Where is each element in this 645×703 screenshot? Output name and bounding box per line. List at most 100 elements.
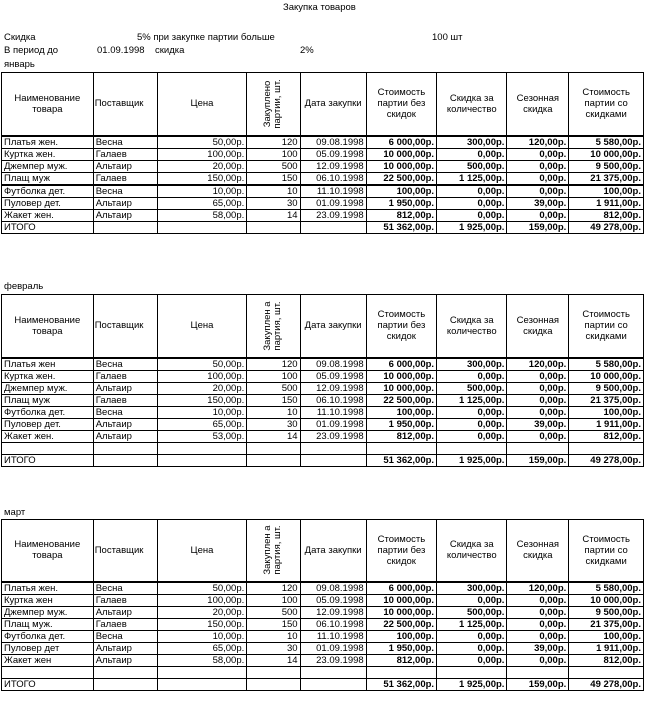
total-empty-cell bbox=[156, 220, 248, 234]
cell-total: 21 375,00р. bbox=[568, 393, 644, 407]
cell-name: Жакет жен. bbox=[1, 208, 94, 222]
header-price: Цена bbox=[156, 72, 248, 137]
cell-date: 23.09.1998 bbox=[299, 653, 367, 667]
cell-name: Пуловер дет. bbox=[1, 196, 94, 210]
cell-qty: 14 bbox=[246, 208, 301, 222]
cell-date: 01.09.1998 bbox=[299, 417, 367, 431]
cell-qd: 0,00р. bbox=[436, 196, 508, 210]
cell-supplier: Весна bbox=[92, 629, 158, 643]
cell-total: 9 500,00р. bbox=[568, 381, 644, 395]
cell-price: 20,00р. bbox=[156, 605, 248, 619]
cell-sd: 0,00р. bbox=[506, 629, 570, 643]
table-row: Джемпер муж. Альтаир 20,00р. 500 12.09.1998 1… bbox=[1, 605, 644, 619]
cell-total: 812,00р. bbox=[568, 429, 644, 443]
header-cost: Стоимость партии без скидок bbox=[365, 72, 438, 137]
cell-cost: 6 000,00р. bbox=[365, 581, 438, 595]
cell-date: 06.10.1998 bbox=[299, 393, 367, 407]
header-date: Дата закупки bbox=[299, 72, 367, 137]
cell-name: Пуловер дет bbox=[1, 641, 94, 655]
cell-total: 812,00р. bbox=[568, 653, 644, 667]
total-total: 49 278,00р. bbox=[568, 677, 644, 691]
total-cost: 51 362,00р. bbox=[365, 220, 438, 234]
cell-sd: 0,00р. bbox=[506, 605, 570, 619]
cell-name: Футболка дет. bbox=[1, 184, 94, 198]
header-name: Наименование товара bbox=[1, 294, 94, 359]
total-empty-cell bbox=[299, 677, 367, 691]
purchase-table-1: Наименование товара Поставщик Цена Закуплен… bbox=[1, 294, 644, 467]
cell-total: 1 911,00р. bbox=[568, 196, 644, 210]
cell-qty: 30 bbox=[246, 196, 301, 210]
table-row: Пуловер дет. Альтаир 65,00р. 30 01.09.1998 1 … bbox=[1, 196, 644, 210]
header-qty-discount: Скидка за количество bbox=[436, 294, 508, 359]
cell-date: 05.09.1998 bbox=[299, 369, 367, 383]
cell-date: 12.09.1998 bbox=[299, 381, 367, 395]
cell-total: 5 580,00р. bbox=[568, 357, 644, 371]
month-label-1: февраль bbox=[4, 281, 44, 292]
cell-cost: 6 000,00р. bbox=[365, 135, 438, 149]
cell-date: 05.09.1998 bbox=[299, 147, 367, 161]
cell-cost: 812,00р. bbox=[365, 208, 438, 222]
cell-qty: 10 bbox=[246, 184, 301, 198]
cell-sd: 120,00р. bbox=[506, 581, 570, 595]
cell-qty: 10 bbox=[246, 405, 301, 419]
cell-total: 812,00р. bbox=[568, 208, 644, 222]
header-supplier: Поставщик bbox=[92, 294, 158, 359]
header-qty-b: Закуплен а партия, шт. bbox=[246, 294, 301, 359]
table-row: Футболка дет. Весна 10,00р. 10 11.10.1998 100… bbox=[1, 184, 644, 198]
cell-total: 9 500,00р. bbox=[568, 605, 644, 619]
cell-supplier: Весна bbox=[92, 581, 158, 595]
cell-sd: 0,00р. bbox=[506, 593, 570, 607]
cell-price: 100,00р. bbox=[156, 147, 248, 161]
table-row: Жакет жен. Альтаир 53,00р. 14 23.09.1998 812,… bbox=[1, 429, 644, 443]
cell-qty: 150 bbox=[246, 393, 301, 407]
cell-qty: 150 bbox=[246, 171, 301, 186]
total-empty-cell bbox=[246, 677, 301, 691]
cell-total: 10 000,00р. bbox=[568, 593, 644, 607]
cell-supplier: Альтаир bbox=[92, 196, 158, 210]
cell-total: 1 911,00р. bbox=[568, 641, 644, 655]
cell-price: 20,00р. bbox=[156, 159, 248, 173]
discount-qty: 100 шт bbox=[432, 32, 463, 43]
cell-price: 150,00р. bbox=[156, 171, 248, 186]
cell-qty: 10 bbox=[246, 629, 301, 643]
month-label-2: март bbox=[4, 507, 26, 518]
total-empty-cell bbox=[299, 220, 367, 234]
cell-date: 01.09.1998 bbox=[299, 196, 367, 210]
total-empty-cell bbox=[246, 453, 301, 467]
period-text: скидка bbox=[155, 45, 185, 56]
table-row: Плащ муж. Галаев 150,00р. 150 06.10.1998 22 5… bbox=[1, 617, 644, 631]
cell-sd: 120,00р. bbox=[506, 357, 570, 371]
total-label: ИТОГО bbox=[1, 220, 94, 234]
header-supplier: Поставщик bbox=[92, 72, 158, 137]
total-sd: 159,00р. bbox=[506, 220, 570, 234]
cell-qty: 150 bbox=[246, 617, 301, 631]
cell-qd: 0,00р. bbox=[436, 429, 508, 443]
table-row: Платья жен Весна 50,00р. 120 09.08.1998 6 000… bbox=[1, 357, 644, 371]
cell-qty: 500 bbox=[246, 605, 301, 619]
cell-price: 50,00р. bbox=[156, 357, 248, 371]
cell-sd: 0,00р. bbox=[506, 429, 570, 443]
table-row: Куртка жен. Галаев 100,00р. 100 05.09.1998 10… bbox=[1, 147, 644, 161]
header-cost: Стоимость партии без скидок bbox=[365, 519, 438, 583]
cell-date: 11.10.1998 bbox=[299, 629, 367, 643]
cell-qd: 300,00р. bbox=[436, 581, 508, 595]
table-row: Пуловер дет Альтаир 65,00р. 30 01.09.1998 1 9… bbox=[1, 641, 644, 655]
cell-cost: 22 500,00р. bbox=[365, 171, 438, 186]
cell-cost: 10 000,00р. bbox=[365, 605, 438, 619]
cell-qty: 30 bbox=[246, 417, 301, 431]
cell-total: 1 911,00р. bbox=[568, 417, 644, 431]
cell-qd: 300,00р. bbox=[436, 357, 508, 371]
total-qd: 1 925,00р. bbox=[436, 453, 508, 467]
cell-qty: 500 bbox=[246, 159, 301, 173]
cell-qty: 120 bbox=[246, 581, 301, 595]
cell-price: 65,00р. bbox=[156, 417, 248, 431]
table-row: Жакет жен Альтаир 58,00р. 14 23.09.1998 812,0… bbox=[1, 653, 644, 667]
table-row: Куртка жен. Галаев 100,00р. 100 05.09.1998 10… bbox=[1, 369, 644, 383]
header-qty-discount: Скидка за количество bbox=[436, 519, 508, 583]
cell-qty: 100 bbox=[246, 147, 301, 161]
cell-supplier: Альтаир bbox=[92, 381, 158, 395]
cell-qd: 0,00р. bbox=[436, 369, 508, 383]
cell-cost: 10 000,00р. bbox=[365, 381, 438, 395]
cell-price: 58,00р. bbox=[156, 208, 248, 222]
header-season: Сезонная скидка bbox=[506, 519, 570, 583]
